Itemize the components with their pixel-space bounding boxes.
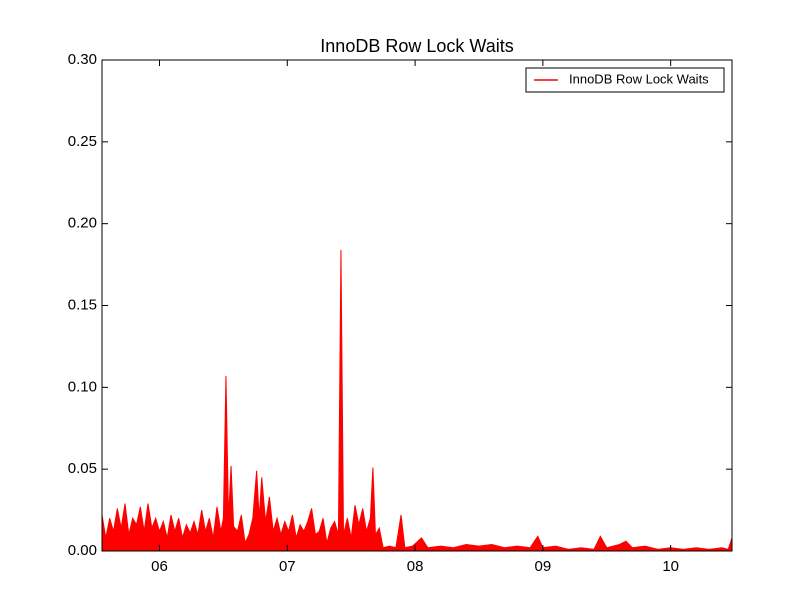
x-tick-label: 10 (662, 558, 679, 575)
y-tick-label: 0.15 (68, 296, 97, 313)
y-tick-label: 0.05 (68, 460, 97, 477)
y-tick-label: 0.20 (68, 215, 97, 232)
line (101, 249, 733, 550)
y-tick-label: 0.25 (68, 133, 97, 150)
x-tick-label: 08 (407, 558, 424, 575)
chart-title: InnoDB Row Lock Waits (320, 36, 513, 56)
y-tick-label: 0.00 (68, 542, 97, 559)
x-tick-label: 09 (535, 558, 552, 575)
x-tick-label: 06 (151, 558, 168, 575)
legend-box (525, 67, 725, 93)
x-tick-label: 07 (279, 558, 296, 575)
y-tick-label: 0.10 (68, 378, 97, 395)
legend-label: InnoDB Row Lock Waits (569, 71, 709, 86)
y-tick-label: 0.30 (68, 51, 97, 68)
